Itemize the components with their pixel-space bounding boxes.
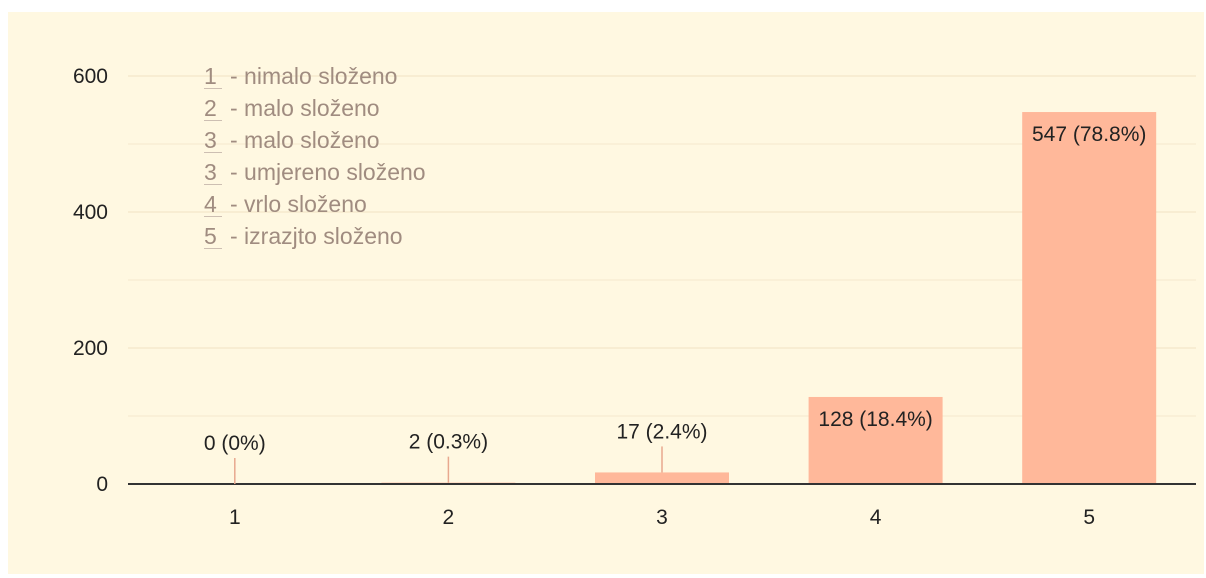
bars bbox=[381, 112, 1157, 484]
data-label: 2 (0.3%) bbox=[409, 431, 488, 454]
legend-item-number: 1 bbox=[204, 64, 222, 89]
y-tick-label: 0 bbox=[96, 473, 108, 496]
y-tick-label: 200 bbox=[73, 337, 108, 360]
legend-item-5: 4 - vrlo složeno bbox=[204, 188, 426, 220]
legend-item-3: 3 - malo složeno bbox=[204, 124, 426, 156]
legend-item-number: 2 bbox=[204, 96, 222, 121]
legend-item-4: 3 - umjereno složeno bbox=[204, 156, 426, 188]
y-tick-label: 600 bbox=[73, 65, 108, 88]
x-tick-label: 5 bbox=[1083, 506, 1095, 529]
legend-item-label: - vrlo složeno bbox=[230, 191, 367, 217]
gridlines bbox=[128, 75, 1196, 417]
axes: 0 200 400 600 bbox=[73, 65, 1196, 496]
bar-5 bbox=[1022, 112, 1157, 484]
data-label: 547 (78.8%) bbox=[1032, 123, 1146, 146]
x-tick-label: 2 bbox=[443, 506, 455, 529]
x-tick-label: 1 bbox=[229, 506, 241, 529]
legend-item-number: 3 bbox=[204, 128, 222, 153]
bar-4 bbox=[808, 396, 943, 484]
legend-item-number: 5 bbox=[204, 224, 222, 249]
y-tick-label: 400 bbox=[73, 201, 108, 224]
legend-item-number: 3 bbox=[204, 160, 222, 185]
data-label: 0 (0%) bbox=[204, 432, 266, 455]
x-tick-label: 4 bbox=[870, 506, 882, 529]
bar-3 bbox=[595, 472, 729, 484]
legend-item-6: 5 - izrazjto složeno bbox=[204, 220, 426, 252]
legend-item-label: - malo složeno bbox=[230, 95, 380, 121]
legend-item-label: - nimalo složeno bbox=[230, 63, 398, 89]
legend-item-label: - malo složeno bbox=[230, 127, 380, 153]
legend-item-label: - izrazjto složeno bbox=[230, 223, 403, 249]
legend: 1 - nimalo složeno 2 - malo složeno 3 - … bbox=[204, 60, 426, 252]
legend-item-1: 1 - nimalo složeno bbox=[204, 60, 426, 92]
legend-item-2: 2 - malo složeno bbox=[204, 92, 426, 124]
data-label: 128 (18.4%) bbox=[818, 408, 932, 431]
x-tick-label: 3 bbox=[656, 506, 668, 529]
legend-item-number: 4 bbox=[204, 192, 222, 217]
legend-item-label: - umjereno složeno bbox=[230, 159, 426, 185]
data-label: 17 (2.4%) bbox=[616, 420, 707, 443]
